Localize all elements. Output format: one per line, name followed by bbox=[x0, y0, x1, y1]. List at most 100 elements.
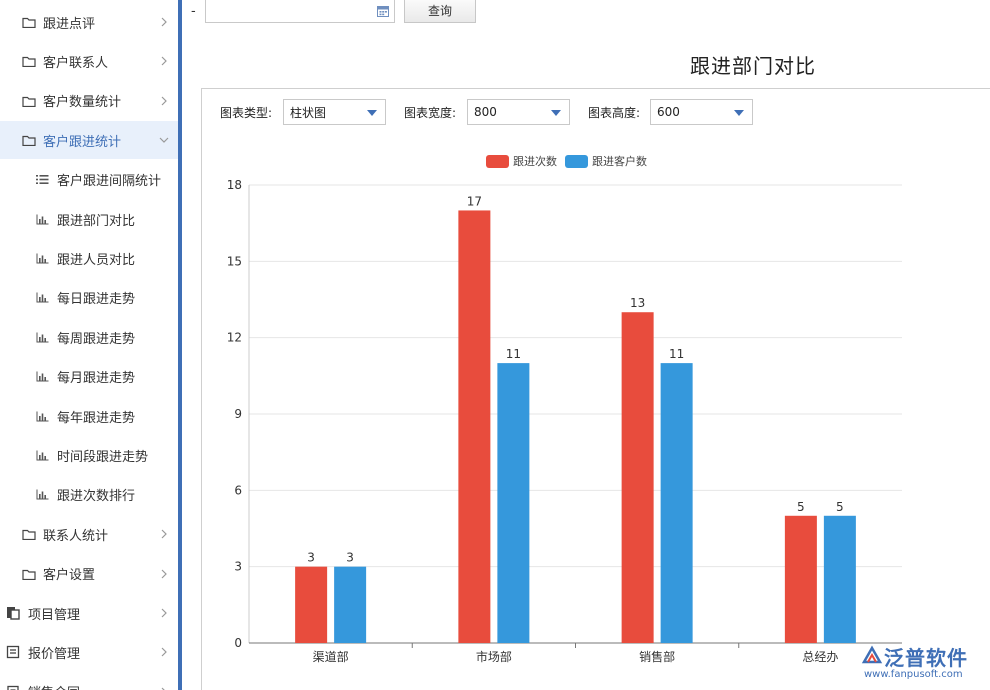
sidebar-item-label: 销售合同 bbox=[28, 682, 80, 690]
sidebar-item-16[interactable]: 项目管理 bbox=[0, 594, 178, 632]
sidebar-item-9[interactable]: 每周跟进走势 bbox=[0, 318, 178, 356]
chevron-right-icon bbox=[161, 529, 167, 539]
sidebar-item-1[interactable]: 跟进点评 bbox=[0, 3, 178, 41]
sidebar-item-label: 联系人统计 bbox=[43, 528, 109, 544]
chart-width-value: 800 bbox=[474, 105, 497, 119]
data-label: 11 bbox=[506, 347, 521, 361]
sidebar-item-8[interactable]: 每日跟进走势 bbox=[0, 279, 178, 317]
sidebar-item-5[interactable]: 客户跟进间隔统计 bbox=[0, 161, 178, 199]
data-label: 11 bbox=[669, 347, 684, 361]
x-tick-label: 总经办 bbox=[802, 649, 838, 664]
bar-2 bbox=[497, 363, 530, 643]
legend-item-series-2[interactable]: 跟进客户数 bbox=[565, 153, 647, 169]
x-tick-label: 销售部 bbox=[639, 649, 675, 664]
sidebar-item-label: 客户联系人 bbox=[43, 55, 109, 71]
chart-height-value: 600 bbox=[657, 105, 680, 119]
bar-2 bbox=[823, 515, 856, 643]
legend-label: 跟进次数 bbox=[513, 155, 557, 168]
sidebar-item-17[interactable]: 报价管理 bbox=[0, 633, 178, 671]
chevron-down-icon bbox=[734, 110, 744, 116]
y-tick-label: 6 bbox=[234, 483, 242, 497]
x-tick-label: 市场部 bbox=[476, 649, 512, 664]
sidebar-item-2[interactable]: 客户联系人 bbox=[0, 42, 178, 80]
sidebar-item-3[interactable]: 客户数量统计 bbox=[0, 82, 178, 120]
page-title: 跟进部门对比 bbox=[690, 54, 816, 78]
chevron-right-icon bbox=[161, 56, 167, 66]
sidebar-item-label: 客户设置 bbox=[43, 568, 96, 584]
sidebar-item-14[interactable]: 联系人统计 bbox=[0, 515, 178, 553]
chevron-down-icon bbox=[367, 110, 377, 116]
sidebar-item-6[interactable]: 跟进部门对比 bbox=[0, 200, 178, 238]
folder-icon bbox=[22, 96, 36, 107]
data-label: 5 bbox=[797, 500, 805, 514]
bar-chart-icon bbox=[36, 214, 49, 224]
folder-icon bbox=[22, 530, 36, 541]
date-range-separator: - bbox=[191, 4, 196, 19]
bar-1 bbox=[621, 312, 654, 643]
data-label: 3 bbox=[346, 551, 354, 565]
legend-swatch bbox=[486, 154, 509, 168]
chart-height-label: 图表高度: bbox=[588, 106, 641, 120]
sidebar-item-13[interactable]: 跟进次数排行 bbox=[0, 476, 178, 514]
folder-icon bbox=[22, 569, 36, 580]
sidebar-item-label: 每日跟进走势 bbox=[57, 292, 136, 308]
y-tick-label: 0 bbox=[234, 636, 242, 650]
sidebar-item-label: 跟进点评 bbox=[43, 16, 96, 32]
folder-icon bbox=[22, 136, 36, 147]
bar-chart-icon bbox=[36, 371, 49, 382]
bar-2 bbox=[334, 566, 367, 643]
chart-type-select[interactable]: 柱状图 bbox=[283, 99, 386, 125]
chevron-down-icon bbox=[551, 110, 561, 116]
sidebar-item-label: 时间段跟进走势 bbox=[57, 449, 149, 465]
logo-name: 泛普软件 bbox=[884, 646, 968, 670]
sidebar-divider bbox=[178, 0, 182, 690]
chart-height-select[interactable]: 600 bbox=[650, 99, 753, 125]
chevron-down-icon bbox=[159, 137, 169, 144]
bar-1 bbox=[295, 566, 328, 643]
bar-2 bbox=[660, 363, 693, 643]
y-tick-label: 15 bbox=[227, 254, 242, 268]
sidebar-item-label: 客户跟进间隔统计 bbox=[57, 174, 162, 190]
chevron-right-icon bbox=[161, 96, 167, 106]
folder-icon bbox=[22, 17, 36, 28]
sidebar-item-10[interactable]: 每月跟进走势 bbox=[0, 358, 178, 396]
data-label: 13 bbox=[630, 296, 645, 310]
bar-chart-icon bbox=[36, 253, 49, 264]
sidebar-item-label: 客户跟进统计 bbox=[43, 134, 122, 150]
chevron-right-icon bbox=[161, 608, 167, 618]
sidebar-item-12[interactable]: 时间段跟进走势 bbox=[0, 436, 178, 474]
data-label: 3 bbox=[307, 551, 315, 565]
sidebar-item-label: 客户数量统计 bbox=[43, 95, 122, 111]
date-input[interactable] bbox=[205, 0, 395, 23]
sidebar-item-4[interactable]: 客户跟进统计 bbox=[0, 121, 178, 160]
legend-item-series-1[interactable]: 跟进次数 bbox=[486, 153, 557, 169]
chart-type-label: 图表类型: bbox=[220, 106, 273, 120]
bar-chart-icon bbox=[36, 292, 49, 303]
sidebar-item-label: 跟进部门对比 bbox=[57, 213, 136, 229]
data-label: 17 bbox=[467, 194, 482, 208]
query-button[interactable]: 查询 bbox=[404, 0, 476, 23]
y-tick-label: 9 bbox=[234, 407, 242, 421]
logo-mark-icon bbox=[861, 645, 883, 664]
folder-icon bbox=[22, 57, 36, 68]
list-icon bbox=[36, 175, 49, 185]
sidebar-item-label: 项目管理 bbox=[28, 607, 81, 623]
sidebar-item-label: 跟进次数排行 bbox=[57, 489, 136, 505]
quote-icon bbox=[6, 646, 20, 659]
calendar-icon[interactable] bbox=[377, 5, 389, 17]
bar-chart-icon bbox=[36, 450, 49, 461]
sidebar-item-label: 报价管理 bbox=[28, 646, 81, 662]
sidebar-item-label: 每周跟进走势 bbox=[57, 331, 136, 347]
sidebar-item-15[interactable]: 客户设置 bbox=[0, 555, 178, 593]
sidebar-item-label: 每年跟进走势 bbox=[57, 410, 136, 426]
chart-width-select[interactable]: 800 bbox=[467, 99, 570, 125]
chevron-right-icon bbox=[161, 687, 166, 690]
y-tick-label: 3 bbox=[234, 560, 242, 574]
legend-label: 跟进客户数 bbox=[592, 155, 647, 168]
sidebar-item-7[interactable]: 跟进人员对比 bbox=[0, 239, 178, 277]
chevron-right-icon bbox=[161, 569, 167, 579]
bar-1 bbox=[458, 210, 491, 643]
chart-width-label: 图表宽度: bbox=[404, 106, 457, 120]
sidebar-item-11[interactable]: 每年跟进走势 bbox=[0, 397, 178, 435]
